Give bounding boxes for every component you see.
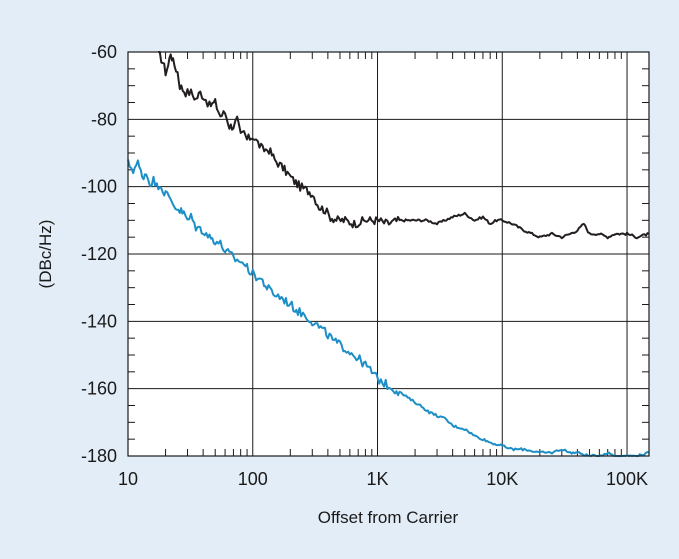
y-tick-label: -80 xyxy=(91,109,117,129)
x-axis-label: Offset from Carrier xyxy=(318,508,459,527)
y-axis-label: (DBc/Hz) xyxy=(36,220,55,289)
y-tick-labels: -60 -80 -100 -120 -140 -160 -180 xyxy=(81,42,117,466)
x-tick-label: 100 xyxy=(238,469,268,489)
x-tick-label: 100K xyxy=(606,469,648,489)
series-layer xyxy=(127,51,650,457)
x-tick-labels: 10 100 1K 10K 100K xyxy=(118,469,648,489)
y-tick-label: -180 xyxy=(81,446,117,466)
series-2-line xyxy=(127,159,650,457)
x-tick-label: 1K xyxy=(367,469,389,489)
x-tick-label: 10K xyxy=(486,469,518,489)
series-1-line xyxy=(158,51,650,240)
y-tick-label: -60 xyxy=(91,42,117,62)
y-tick-label: -100 xyxy=(81,177,117,197)
y-tick-label: -160 xyxy=(81,379,117,399)
y-tick-label: -140 xyxy=(81,311,117,331)
x-tick-label: 10 xyxy=(118,469,138,489)
y-tick-label: -120 xyxy=(81,244,117,264)
plot-frame xyxy=(127,51,650,457)
minor-ticks xyxy=(128,52,649,456)
